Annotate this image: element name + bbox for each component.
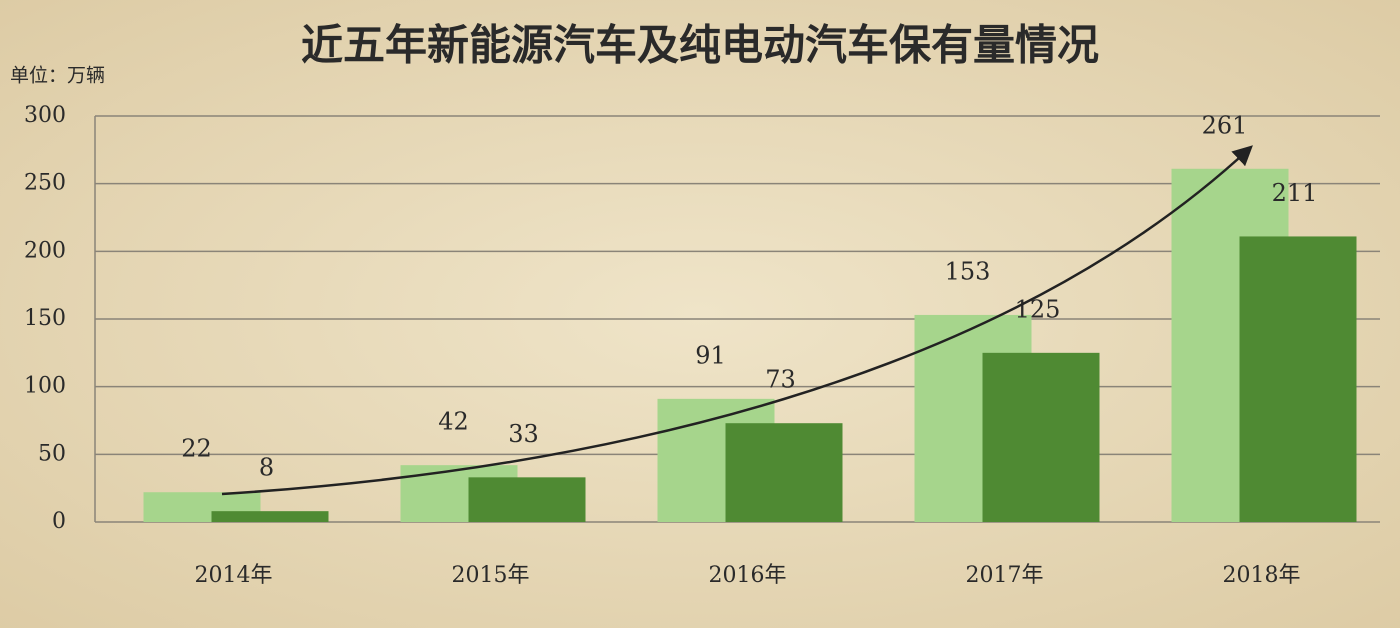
y-tick-label: 300 xyxy=(24,103,66,128)
x-tick-label: 2018年 xyxy=(1223,563,1301,588)
x-tick-label: 2017年 xyxy=(966,563,1044,588)
value-label: 22 xyxy=(181,435,212,463)
y-unit-label: 单位：万辆 xyxy=(10,65,105,87)
value-label: 73 xyxy=(765,366,796,394)
bar xyxy=(982,352,1100,522)
x-tick-label: 2016年 xyxy=(709,563,787,588)
y-tick-label: 250 xyxy=(24,171,66,196)
y-tick-label: 0 xyxy=(52,509,66,534)
bar xyxy=(468,477,586,522)
value-label: 33 xyxy=(508,420,539,448)
chart-title: 近五年新能源汽车及纯电动汽车保有量情况 xyxy=(301,21,1099,70)
value-label: 8 xyxy=(259,454,274,482)
value-label: 42 xyxy=(438,408,469,436)
plot-area: 0 50 100 150 200 250 300 2014年 2015年 2016年 2017年 20… xyxy=(24,103,1380,588)
value-label: 91 xyxy=(695,341,726,369)
value-label: 153 xyxy=(945,257,991,285)
value-label: 211 xyxy=(1272,179,1318,207)
trend-arrow xyxy=(221,145,1253,496)
y-tick-label: 200 xyxy=(24,238,66,263)
y-tick-label: 50 xyxy=(38,441,66,466)
y-tick-label: 100 xyxy=(24,374,66,399)
y-tick-label: 150 xyxy=(24,306,66,331)
bar xyxy=(211,511,329,522)
x-tick-label: 2015年 xyxy=(452,563,530,588)
value-label: 261 xyxy=(1202,111,1248,139)
bar xyxy=(1239,236,1357,523)
value-label: 125 xyxy=(1015,295,1061,323)
x-tick-label: 2014年 xyxy=(195,563,273,588)
bar xyxy=(725,423,843,522)
